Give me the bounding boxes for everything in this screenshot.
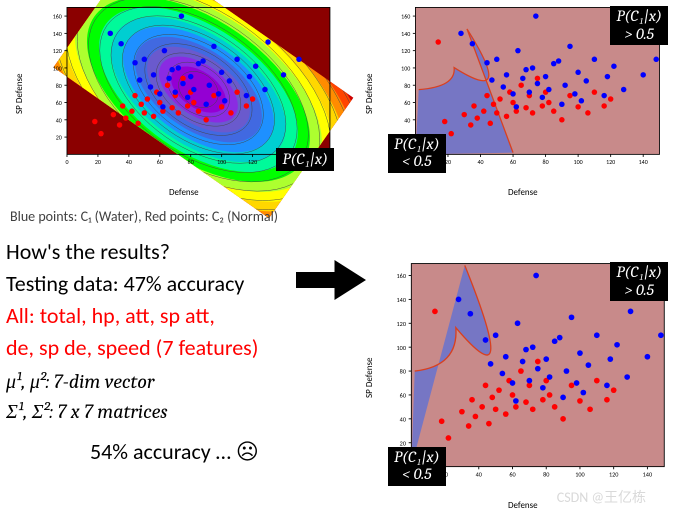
svg-text:160: 160 <box>53 13 62 21</box>
svg-text:100: 100 <box>397 344 406 352</box>
svg-text:140: 140 <box>643 470 652 478</box>
svg-text:60: 60 <box>510 158 516 166</box>
arrow-icon <box>296 260 366 300</box>
svg-text:160: 160 <box>401 13 410 21</box>
text-line-6: 54% accuracy … ☹ <box>90 438 259 465</box>
chart-decision-bottom: 2040608010012014020406080100120140160Def… <box>386 260 670 488</box>
text-line-1: Testing data: 47% accuracy <box>6 270 244 297</box>
prob-badge-gt: P(C₁|x)> 0.5 <box>610 262 668 301</box>
text-line-5: Σ¹, Σ²: 7 x 7 matrices <box>6 400 167 424</box>
y-axis-label: SP Defense <box>14 73 25 113</box>
svg-text:60: 60 <box>157 158 163 166</box>
y-axis-label: SP Defense <box>364 73 375 113</box>
text-line-3: de, sp de, speed (7 features) <box>6 334 258 361</box>
svg-text:120: 120 <box>606 158 615 166</box>
svg-text:100: 100 <box>217 158 226 166</box>
prob-badge-lt: P(C₁|x)< 0.5 <box>388 447 446 486</box>
svg-text:0: 0 <box>65 158 68 166</box>
svg-text:80: 80 <box>400 368 406 376</box>
svg-text:120: 120 <box>401 47 410 55</box>
prob-badge-lt: P(C₁|x)< 0.5 <box>388 134 446 173</box>
svg-text:40: 40 <box>126 158 132 166</box>
svg-text:120: 120 <box>248 158 257 166</box>
svg-text:80: 80 <box>543 470 549 478</box>
svg-text:60: 60 <box>509 470 515 478</box>
svg-text:100: 100 <box>575 470 584 478</box>
text-line-4: μ¹, μ²: 7-dim vector <box>6 370 154 394</box>
x-axis-label: Defense <box>508 500 538 511</box>
text-line-2: All: total, hp, att, sp att, <box>6 302 215 329</box>
svg-text:140: 140 <box>397 296 406 304</box>
y-axis-label: SP Defense <box>364 358 375 398</box>
svg-text:100: 100 <box>574 158 583 166</box>
x-axis-label: Defense <box>508 187 538 198</box>
prob-badge: P(C₁|x) <box>276 148 334 171</box>
svg-text:120: 120 <box>609 470 618 478</box>
legend-text: Blue points: C₁ (Water), Red points: C₂ … <box>10 208 278 225</box>
svg-text:140: 140 <box>639 158 648 166</box>
svg-text:80: 80 <box>404 82 410 90</box>
svg-text:20: 20 <box>95 158 101 166</box>
svg-text:40: 40 <box>56 116 62 124</box>
svg-text:40: 40 <box>476 470 482 478</box>
svg-text:60: 60 <box>56 99 62 107</box>
prob-badge-gt: P(C₁|x)> 0.5 <box>610 6 668 45</box>
svg-text:140: 140 <box>401 30 410 38</box>
watermark: CSDN @王亿栋 <box>557 487 646 507</box>
svg-text:20: 20 <box>445 158 451 166</box>
x-axis-label: Defense <box>169 187 199 198</box>
svg-text:20: 20 <box>56 134 62 142</box>
svg-text:40: 40 <box>477 158 483 166</box>
svg-text:120: 120 <box>53 47 62 55</box>
chart-decision-top: 2040608010012014020406080100120140160Def… <box>386 4 670 175</box>
svg-text:80: 80 <box>56 82 62 90</box>
svg-text:100: 100 <box>53 65 62 73</box>
svg-text:140: 140 <box>53 30 62 38</box>
text-line-0: How's the results? <box>6 238 170 265</box>
svg-text:40: 40 <box>400 416 406 424</box>
svg-text:80: 80 <box>188 158 194 166</box>
chart-contour: 0204060801001201401602040608010012014016… <box>36 4 342 175</box>
svg-text:160: 160 <box>397 272 406 280</box>
svg-text:120: 120 <box>397 320 406 328</box>
svg-text:60: 60 <box>400 392 406 400</box>
svg-text:40: 40 <box>404 116 410 124</box>
svg-text:80: 80 <box>543 158 549 166</box>
svg-text:60: 60 <box>404 99 410 107</box>
svg-text:100: 100 <box>401 65 410 73</box>
